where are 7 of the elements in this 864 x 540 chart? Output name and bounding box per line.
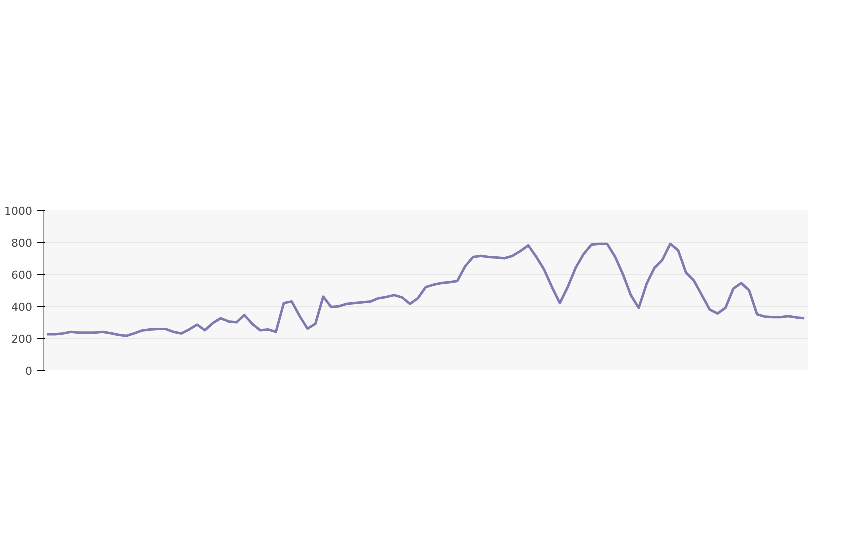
y-tick-label: 1000 [4, 205, 33, 218]
y-tick-label: 200 [12, 333, 33, 346]
y-tick-label: 600 [12, 269, 33, 282]
y-tick-label: 0 [26, 365, 32, 378]
y-tick-label: 800 [12, 237, 33, 250]
line-series [46, 242, 806, 338]
y-tick-label: 400 [12, 301, 33, 314]
